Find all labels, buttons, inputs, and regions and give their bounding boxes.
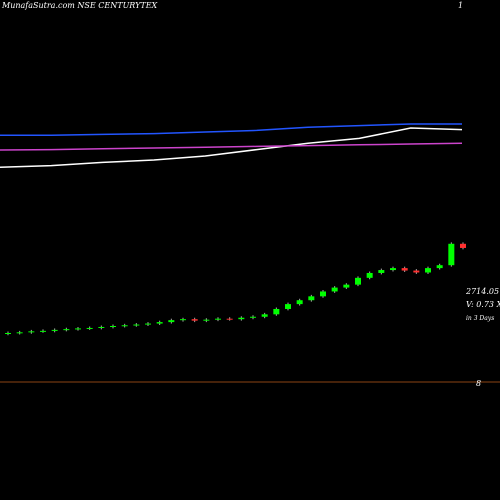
candle-body	[390, 268, 396, 271]
candle-body	[75, 328, 81, 330]
candle-body	[63, 329, 70, 331]
corner-label: 1	[458, 1, 463, 10]
chart-title: MunafaSutra.com NSE CENTURYTEX	[1, 1, 158, 10]
candle-body	[215, 318, 221, 320]
indicator-line	[0, 127, 463, 168]
candle-body	[250, 316, 256, 318]
candle-body	[460, 243, 466, 248]
candle-body	[366, 272, 373, 278]
candle-body	[110, 326, 116, 327]
candle-body	[355, 277, 361, 285]
candle-body	[413, 270, 420, 273]
bottom-label: 8	[476, 379, 481, 388]
indicator-line	[0, 142, 463, 151]
candle-body	[16, 332, 23, 334]
candle-body	[401, 268, 408, 271]
candle-body	[180, 319, 186, 321]
candle-body	[238, 317, 245, 320]
candle-body	[121, 325, 128, 327]
candle-body	[436, 265, 443, 269]
candle-body	[308, 296, 315, 301]
candle-body	[98, 326, 105, 328]
candle-body	[320, 291, 326, 297]
indicator-line	[0, 123, 462, 136]
volume-label: V: 0.73 X	[466, 300, 500, 309]
candle-body	[448, 243, 455, 266]
candle-body	[5, 333, 11, 335]
candle-body	[145, 323, 151, 325]
candle-body	[296, 300, 303, 305]
candle-body	[191, 319, 198, 321]
candle-body	[203, 319, 210, 321]
days-label: in 3 Days	[466, 315, 494, 322]
candle-body	[156, 322, 163, 324]
candle-body	[51, 329, 58, 331]
candle-body	[28, 331, 35, 333]
candle-body	[331, 287, 338, 292]
candle-body	[133, 324, 140, 326]
price-label: 2714.05	[465, 287, 499, 296]
candle-body	[261, 314, 268, 317]
candle-body	[226, 318, 233, 320]
candle-body	[168, 320, 175, 323]
candle-body	[273, 308, 280, 315]
candle-body	[378, 270, 385, 273]
candle-body	[86, 327, 93, 329]
candle-body	[425, 268, 431, 273]
candle-body	[40, 330, 46, 332]
candle-body	[343, 284, 350, 288]
candle-body	[285, 304, 291, 309]
